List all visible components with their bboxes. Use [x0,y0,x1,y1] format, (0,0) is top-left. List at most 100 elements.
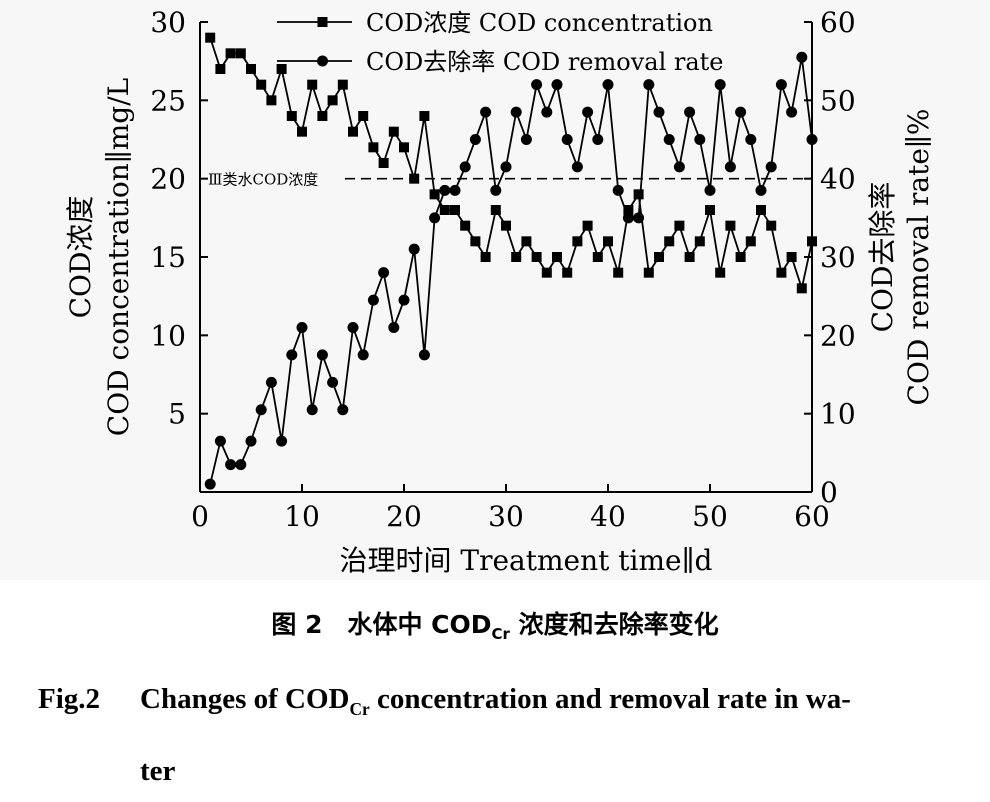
left-tick-label: 15 [150,241,186,274]
data-point-removal-rate [755,184,767,196]
data-point-concentration [552,252,562,262]
data-point-concentration [521,236,532,247]
data-point-removal-rate [306,404,318,416]
data-point-removal-rate [765,161,777,173]
data-point-concentration [307,79,318,90]
data-point-concentration [786,252,797,262]
data-point-removal-rate [643,79,655,91]
left-tick-label: 20 [150,163,186,196]
data-point-concentration [450,205,460,215]
data-point-removal-rate [255,404,267,416]
data-point-removal-rate [796,51,808,63]
data-point-removal-rate [775,79,787,91]
left-axis-title-en: COD concentration∥mg/L [102,78,135,436]
data-point-concentration [745,236,756,247]
caption-chinese: 图 2 水体中 CODCr 浓度和去除率变化 [0,605,990,643]
data-point-removal-rate [235,459,247,471]
x-tick-label: 30 [488,500,524,533]
left-tick-label: 30 [150,6,186,39]
data-point-concentration [246,64,256,74]
x-tick-label: 50 [692,500,728,533]
data-point-removal-rate [378,267,390,279]
right-axis-title-en: COD removal rate∥% [902,109,935,406]
data-point-concentration [439,205,450,215]
data-point-removal-rate [347,322,359,333]
data-point-removal-rate [561,134,573,145]
data-point-removal-rate [786,106,798,118]
data-point-concentration [378,158,389,168]
data-point-removal-rate [265,376,277,388]
data-point-removal-rate [684,106,696,118]
data-point-concentration [501,220,511,231]
data-point-concentration [490,205,501,215]
x-tick-label: 10 [284,500,320,533]
data-point-concentration [715,267,726,278]
data-point-removal-rate [694,134,706,145]
data-point-removal-rate [316,349,328,361]
data-point-removal-rate [449,184,461,196]
data-point-removal-rate [490,184,502,196]
data-point-removal-rate [582,106,594,118]
data-point-removal-rate [204,478,216,490]
data-point-concentration [348,126,358,137]
data-point-concentration [796,283,807,294]
left-tick-label: 10 [150,319,186,352]
data-point-removal-rate [531,79,543,91]
data-point-concentration [531,252,542,262]
data-point-removal-rate [337,404,349,416]
caption-english: Fig.2 Changes of CODCr concentration and … [38,668,968,802]
cod-chart: 0 10 20 30 40 50 60 5 10 15 20 25 30 0 10 20 30 40 50 60 Ⅲ类水… [64,6,935,577]
data-point-removal-rate [296,322,308,333]
data-point-removal-rate [245,435,257,447]
caption-en-suffix: concentration and removal rate in wa- [369,683,851,715]
data-point-concentration [419,111,430,121]
data-point-removal-rate [418,349,430,361]
data-point-concentration [286,111,297,121]
data-point-concentration [613,267,624,278]
x-tick-label: 0 [191,500,209,533]
data-point-concentration [215,64,226,74]
right-tick-label: 10 [820,398,856,431]
caption-cn-subscript: Cr [491,625,510,643]
right-tick-label: 20 [820,319,856,352]
data-point-concentration [684,252,695,262]
data-point-removal-rate [745,134,757,145]
data-point-removal-rate [286,349,298,361]
reference-line-label: Ⅲ类水COD浓度 [208,171,318,189]
data-point-concentration [470,236,481,247]
chart-area: 0 10 20 30 40 50 60 5 10 15 20 25 30 0 10 20 30 40 50 60 Ⅲ类水… [64,6,935,577]
legend-marker-square [317,17,328,27]
data-point-concentration [256,79,267,90]
x-axis-title: 治理时间 Treatment time∥d [340,544,713,577]
data-point-removal-rate [663,134,675,145]
data-point-removal-rate [653,106,665,118]
caption-en-subscript: Cr [349,698,370,719]
caption-en-prefix: Changes of COD [140,683,350,715]
series-line-1 [209,37,813,292]
legend-label-2: COD去除率 COD removal rate [366,48,724,76]
data-point-removal-rate [459,161,471,173]
data-point-concentration [225,48,236,59]
data-point-concentration [266,95,277,106]
right-tick-label: 40 [820,163,856,196]
data-point-removal-rate [714,79,726,91]
data-point-concentration [572,236,583,247]
right-tick-label: 60 [820,6,856,39]
data-point-concentration [205,32,216,43]
data-point-removal-rate [357,349,369,361]
data-point-concentration [511,252,522,262]
data-point-removal-rate [214,435,226,447]
data-point-removal-rate [633,212,645,224]
data-point-concentration [674,220,685,231]
data-point-removal-rate [276,435,288,447]
data-point-concentration [317,111,328,121]
data-point-removal-rate [439,184,451,196]
data-point-concentration [592,252,603,262]
data-point-concentration [735,252,746,262]
left-tick-label: 25 [150,84,186,117]
right-tick-label: 30 [820,241,856,274]
data-point-removal-rate [225,459,237,471]
data-point-removal-rate [602,79,614,91]
data-point-removal-rate [724,161,736,173]
data-point-concentration [643,267,654,278]
